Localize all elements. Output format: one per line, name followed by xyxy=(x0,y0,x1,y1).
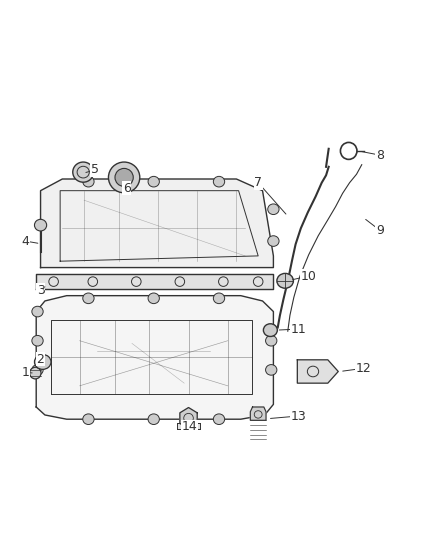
Ellipse shape xyxy=(35,354,51,369)
Text: 3: 3 xyxy=(37,284,45,297)
Text: 5: 5 xyxy=(91,164,99,176)
Text: 14: 14 xyxy=(181,420,197,433)
Ellipse shape xyxy=(30,367,41,379)
Polygon shape xyxy=(36,296,273,419)
Text: 9: 9 xyxy=(376,224,384,237)
Polygon shape xyxy=(297,360,338,383)
Text: 6: 6 xyxy=(123,182,131,195)
Ellipse shape xyxy=(265,335,277,346)
Ellipse shape xyxy=(263,324,277,336)
Ellipse shape xyxy=(268,236,279,246)
Ellipse shape xyxy=(148,293,159,304)
Text: 8: 8 xyxy=(376,149,384,161)
Polygon shape xyxy=(180,408,197,429)
Ellipse shape xyxy=(109,162,140,193)
Ellipse shape xyxy=(35,219,47,231)
Ellipse shape xyxy=(277,273,293,288)
Text: 12: 12 xyxy=(356,362,371,375)
Ellipse shape xyxy=(83,176,94,187)
Text: 7: 7 xyxy=(254,176,262,189)
Ellipse shape xyxy=(265,365,277,375)
Ellipse shape xyxy=(73,162,94,182)
Ellipse shape xyxy=(213,414,225,424)
Text: 1: 1 xyxy=(21,366,29,379)
Text: 2: 2 xyxy=(37,353,45,366)
Polygon shape xyxy=(251,407,266,420)
Ellipse shape xyxy=(148,414,159,424)
Ellipse shape xyxy=(83,414,94,424)
Ellipse shape xyxy=(115,168,133,187)
Ellipse shape xyxy=(32,335,43,346)
Text: 4: 4 xyxy=(21,235,29,247)
Ellipse shape xyxy=(83,293,94,304)
Ellipse shape xyxy=(268,204,279,215)
Ellipse shape xyxy=(148,176,159,187)
Ellipse shape xyxy=(213,176,225,187)
Polygon shape xyxy=(41,179,273,268)
Text: 11: 11 xyxy=(290,322,306,336)
Polygon shape xyxy=(36,274,273,289)
Text: 13: 13 xyxy=(290,409,306,423)
Ellipse shape xyxy=(32,365,43,375)
Ellipse shape xyxy=(32,306,43,317)
Ellipse shape xyxy=(213,293,225,304)
Text: 10: 10 xyxy=(300,270,316,282)
FancyBboxPatch shape xyxy=(177,423,200,429)
